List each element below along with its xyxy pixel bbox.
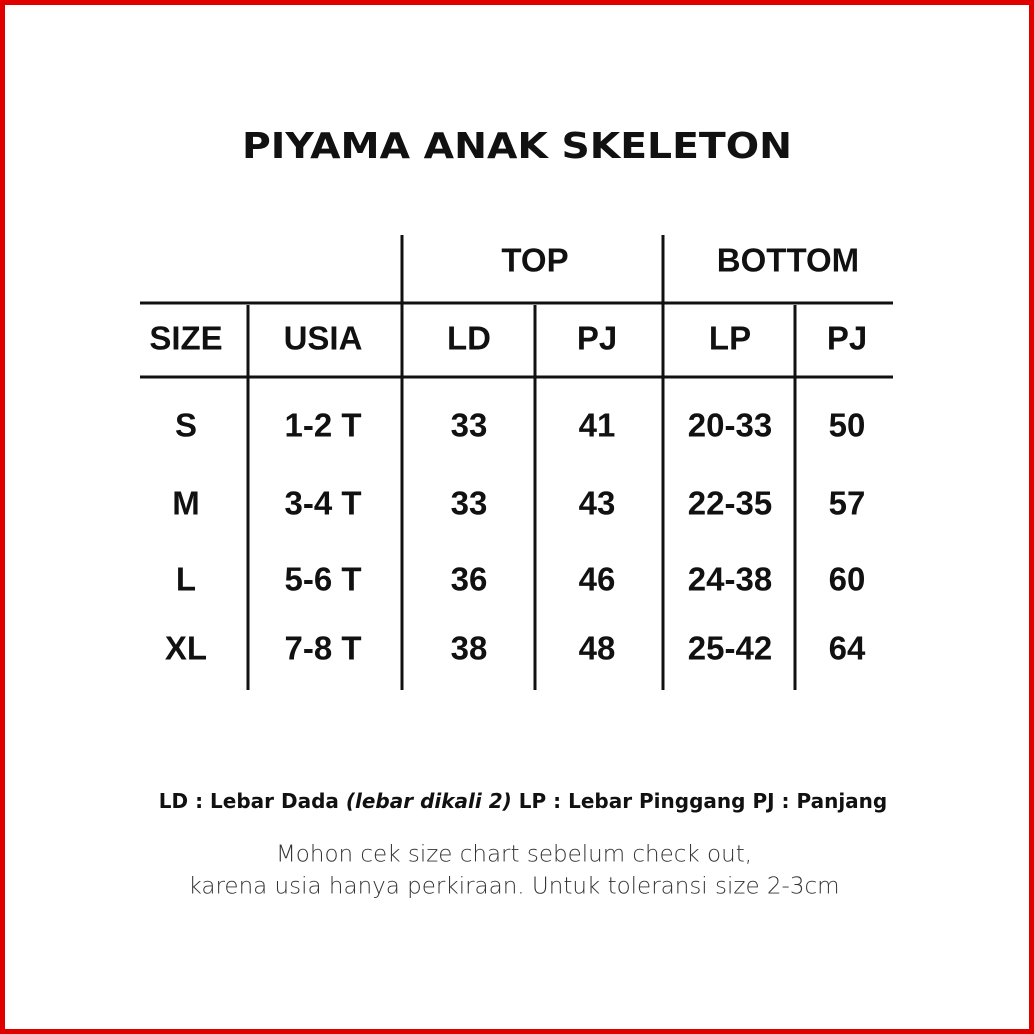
note-line: karena usia hanya perkiraan. Untuk toler… <box>188 874 839 900</box>
table-cell: 41 <box>579 407 616 444</box>
table-cell: 38 <box>451 630 488 667</box>
table-cell: 46 <box>579 561 616 598</box>
legend: LD : Lebar Dada (lebar dikali 2) LP : Le… <box>159 789 887 813</box>
note-line: Mohon cek size chart sebelum check out, <box>276 842 752 868</box>
legend-item: PJ : Panjang <box>752 789 887 813</box>
table-cell: 22-35 <box>688 485 772 522</box>
table-cell: 64 <box>829 630 866 667</box>
table-cell: M <box>172 485 200 522</box>
table-cell: L <box>176 561 196 598</box>
table-rules <box>140 235 893 690</box>
table-cell: 1-2 T <box>284 407 361 444</box>
column-header: LP <box>709 320 751 357</box>
table-cell: 25-42 <box>688 630 772 667</box>
column-header: LD <box>447 320 491 357</box>
table-cell: 36 <box>451 561 488 598</box>
legend-item: LP : Lebar Pinggang <box>519 789 746 813</box>
table-cell: 5-6 T <box>284 561 361 598</box>
table-cell: 7-8 T <box>284 630 361 667</box>
table-cell: 20-33 <box>688 407 772 444</box>
table-cell: 33 <box>451 407 488 444</box>
title: PIYAMA ANAK SKELETON <box>242 126 792 167</box>
column-header: PJ <box>827 320 867 357</box>
group-header: BOTTOM <box>717 242 859 279</box>
table-cell: 33 <box>451 485 488 522</box>
table-cell: 43 <box>579 485 616 522</box>
table-cell: 48 <box>579 630 616 667</box>
table-cell: 50 <box>829 407 866 444</box>
group-header: TOP <box>501 242 568 279</box>
column-header: USIA <box>284 320 363 357</box>
legend-note: (lebar dikali 2) <box>346 789 512 813</box>
table-cell: 24-38 <box>688 561 772 598</box>
table-cell: XL <box>165 630 207 667</box>
table-cell: 57 <box>829 485 866 522</box>
table: TOP BOTTOM SIZE USIA LD PJ LP PJ S 1-2 T 33 41 20-33… <box>149 242 867 667</box>
legend-item: LD : Lebar Dada <box>159 789 339 813</box>
column-header: PJ <box>577 320 617 357</box>
table-cell: 3-4 T <box>284 485 361 522</box>
table-cell: S <box>175 407 197 444</box>
column-header: SIZE <box>149 320 222 357</box>
table-cell: 60 <box>829 561 866 598</box>
